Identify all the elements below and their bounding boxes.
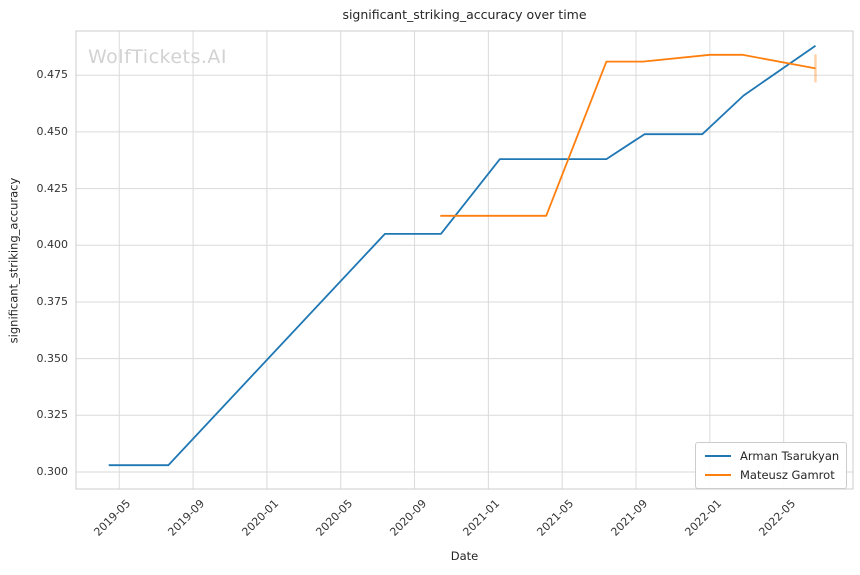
legend-label: Arman Tsarukyan bbox=[740, 449, 840, 463]
y-tick-label: 0.350 bbox=[36, 351, 69, 365]
y-tick-label: 0.300 bbox=[36, 464, 69, 478]
y-tick-label: 0.375 bbox=[36, 294, 69, 308]
plot-border bbox=[75, 30, 854, 490]
legend-line-swatch bbox=[705, 474, 731, 476]
x-axis-label: Date bbox=[450, 549, 479, 563]
y-tick-label: 0.400 bbox=[36, 238, 69, 252]
legend-line-swatch bbox=[705, 455, 731, 457]
series-line-arman-tsarukyan bbox=[108, 44, 817, 467]
y-tick-label: 0.450 bbox=[36, 124, 69, 138]
chart-title: significant_striking_accuracy over time bbox=[342, 7, 587, 22]
legend: Arman Tsarukyan Mateusz Gamrot bbox=[695, 442, 847, 489]
legend-entry: Mateusz Gamrot bbox=[705, 468, 837, 482]
series-line-mateusz-gamrot bbox=[440, 53, 816, 217]
y-tick-label: 0.325 bbox=[36, 408, 69, 422]
y-tick-label: 0.475 bbox=[36, 68, 69, 82]
watermark: WolfTickets.AI bbox=[88, 46, 228, 68]
y-axis-label: significant_striking_accuracy bbox=[6, 177, 21, 344]
y-tick-label: 0.425 bbox=[36, 181, 69, 195]
legend-label: Mateusz Gamrot bbox=[740, 468, 835, 482]
legend-entry: Arman Tsarukyan bbox=[705, 449, 840, 463]
